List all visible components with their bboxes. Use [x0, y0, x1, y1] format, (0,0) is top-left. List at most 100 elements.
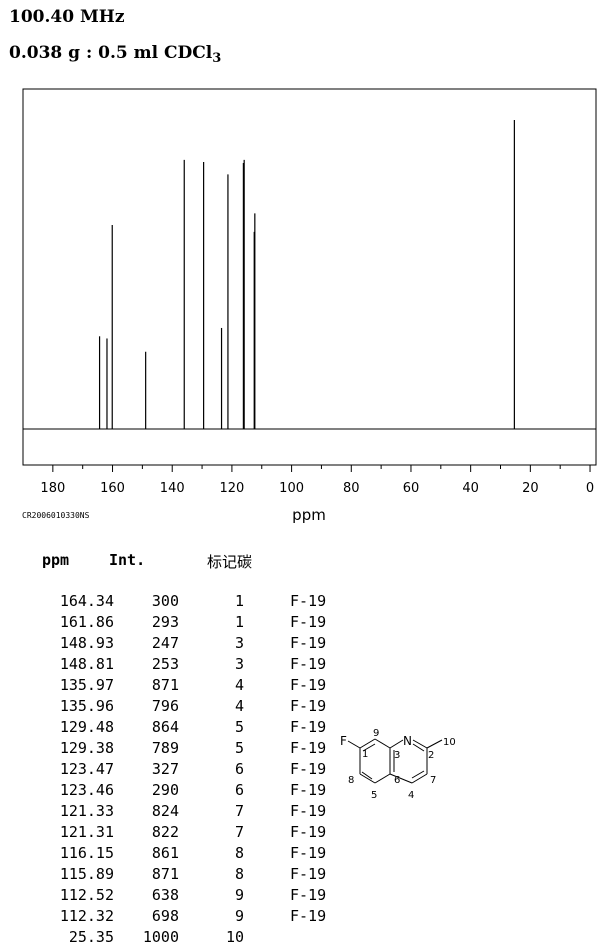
table-row: 25.35 1000 10 — [0, 928, 360, 949]
cell-ppm: 112.52 — [59, 886, 114, 904]
cell-coupling: F-19 — [290, 634, 327, 652]
cell-ppm: 116.15 — [59, 844, 114, 862]
cell-ppm: 123.47 — [59, 760, 114, 778]
cell-carbon: 3 — [234, 655, 244, 673]
table-row: 164.34 300 1 F-19 — [0, 592, 360, 613]
cell-coupling: F-19 — [290, 865, 327, 883]
cell-coupling: F-19 — [290, 760, 327, 778]
column-header-intensity: Int. — [109, 551, 146, 569]
x-tick-label: 160 — [100, 481, 125, 496]
carbon-label-1: 1 — [362, 749, 368, 760]
x-tick-label: 140 — [160, 481, 185, 496]
sample-subscript: 3 — [212, 51, 222, 66]
cell-ppm: 115.89 — [59, 865, 114, 883]
cell-coupling: F-19 — [290, 697, 327, 715]
cell-carbon: 9 — [234, 886, 244, 904]
cell-carbon: 5 — [234, 718, 244, 736]
carbon-label-7: 7 — [430, 775, 436, 786]
cell-carbon: 5 — [234, 739, 244, 757]
cell-carbon: 1 — [234, 592, 244, 610]
table-row: 129.38 789 5 F-19 — [0, 739, 360, 760]
cell-ppm: 121.31 — [59, 823, 114, 841]
carbon-label-10: 10 — [443, 737, 456, 748]
cell-carbon: 8 — [234, 865, 244, 883]
cell-ppm: 121.33 — [59, 802, 114, 820]
carbon-label-4: 4 — [408, 790, 414, 801]
cell-carbon: 3 — [234, 634, 244, 652]
cell-intensity: 824 — [151, 802, 179, 820]
cell-ppm: 123.46 — [59, 781, 114, 799]
cell-ppm: 129.48 — [59, 718, 114, 736]
cell-coupling: F-19 — [290, 676, 327, 694]
cell-intensity: 789 — [151, 739, 179, 757]
cell-carbon: 7 — [234, 802, 244, 820]
peak-table: 164.34 300 1 F-19 161.86 293 1 F-19 148.93 247 3 F-… — [0, 592, 360, 949]
cell-coupling: F-19 — [290, 781, 327, 799]
nmr-spectrum-chart: 180 160 140 120 100 80 60 40 20 0 ppm CR200601033… — [22, 88, 597, 524]
cell-ppm: 25.35 — [68, 928, 114, 946]
carbon-label-6: 6 — [394, 775, 400, 786]
cell-carbon: 8 — [234, 844, 244, 862]
cell-intensity: 247 — [151, 634, 179, 652]
sample-main-text: 0.038 g : 0.5 ml CDCl — [9, 43, 213, 63]
table-row: 115.89 871 8 F-19 — [0, 865, 360, 886]
cell-coupling: F-19 — [290, 739, 327, 757]
cell-coupling: F-19 — [290, 655, 327, 673]
molecule-structure: F N 1 2 3 4 5 6 7 8 9 10 — [340, 728, 456, 801]
cell-coupling: F-19 — [290, 592, 327, 610]
table-row: 161.86 293 1 F-19 — [0, 613, 360, 634]
x-tick-label: 180 — [40, 481, 65, 496]
cell-intensity: 822 — [151, 823, 179, 841]
peaks-group — [98, 120, 515, 429]
cell-ppm: 135.97 — [59, 676, 114, 694]
table-row: 121.31 822 7 F-19 — [0, 823, 360, 844]
cell-coupling: F-19 — [290, 886, 327, 904]
cell-ppm: 148.81 — [59, 655, 114, 673]
molecule-bonds — [347, 738, 443, 784]
cell-coupling: F-19 — [290, 844, 327, 862]
cell-ppm: 161.86 — [59, 613, 114, 631]
cell-coupling: F-19 — [290, 907, 327, 925]
x-tick-label: 0 — [586, 481, 594, 496]
x-axis-label: ppm — [292, 506, 326, 524]
table-row: 135.96 796 4 F-19 — [0, 697, 360, 718]
table-row: 148.81 253 3 F-19 — [0, 655, 360, 676]
table-row: 148.93 247 3 F-19 — [0, 634, 360, 655]
cell-ppm: 112.32 — [59, 907, 114, 925]
cell-intensity: 638 — [151, 886, 179, 904]
column-header-marked-carbon: 标记碳 — [207, 553, 253, 571]
table-row: 112.52 638 9 F-19 — [0, 886, 360, 907]
spectrum-code-label: CR2006010330NS — [22, 511, 90, 520]
atom-number-labels: 1 2 3 4 5 6 7 8 9 10 — [348, 728, 456, 801]
carbon-label-5: 5 — [371, 790, 377, 801]
sample-description: 0.038 g : 0.5 ml CDCl3 — [9, 43, 222, 66]
cell-intensity: 253 — [151, 655, 179, 673]
cell-intensity: 864 — [151, 718, 179, 736]
cell-carbon: 7 — [234, 823, 244, 841]
cell-coupling: F-19 — [290, 823, 327, 841]
cell-ppm: 148.93 — [59, 634, 114, 652]
cell-carbon: 9 — [234, 907, 244, 925]
cell-carbon: 4 — [234, 676, 244, 694]
cell-intensity: 1000 — [142, 928, 179, 946]
table-row: 123.46 290 6 F-19 — [0, 781, 360, 802]
nitrogen-label: N — [403, 734, 412, 748]
x-axis-tick-labels: 180 160 140 120 100 80 60 40 20 0 — [40, 481, 594, 496]
cell-ppm: 164.34 — [59, 592, 114, 610]
cell-intensity: 327 — [151, 760, 179, 778]
spectrometer-frequency: 100.40 MHz — [9, 7, 125, 27]
fluorine-label: F — [340, 734, 347, 748]
x-tick-label: 60 — [403, 481, 420, 496]
table-row: 129.48 864 5 F-19 — [0, 718, 360, 739]
x-tick-label: 80 — [343, 481, 360, 496]
table-row: 116.15 861 8 F-19 — [0, 844, 360, 865]
cell-carbon: 6 — [234, 760, 244, 778]
table-row: 121.33 824 7 F-19 — [0, 802, 360, 823]
cell-intensity: 871 — [151, 865, 179, 883]
plot-frame — [22, 88, 597, 466]
cell-intensity: 871 — [151, 676, 179, 694]
carbon-label-8: 8 — [348, 775, 354, 786]
cell-ppm: 129.38 — [59, 739, 114, 757]
cell-intensity: 796 — [151, 697, 179, 715]
cell-intensity: 861 — [151, 844, 179, 862]
